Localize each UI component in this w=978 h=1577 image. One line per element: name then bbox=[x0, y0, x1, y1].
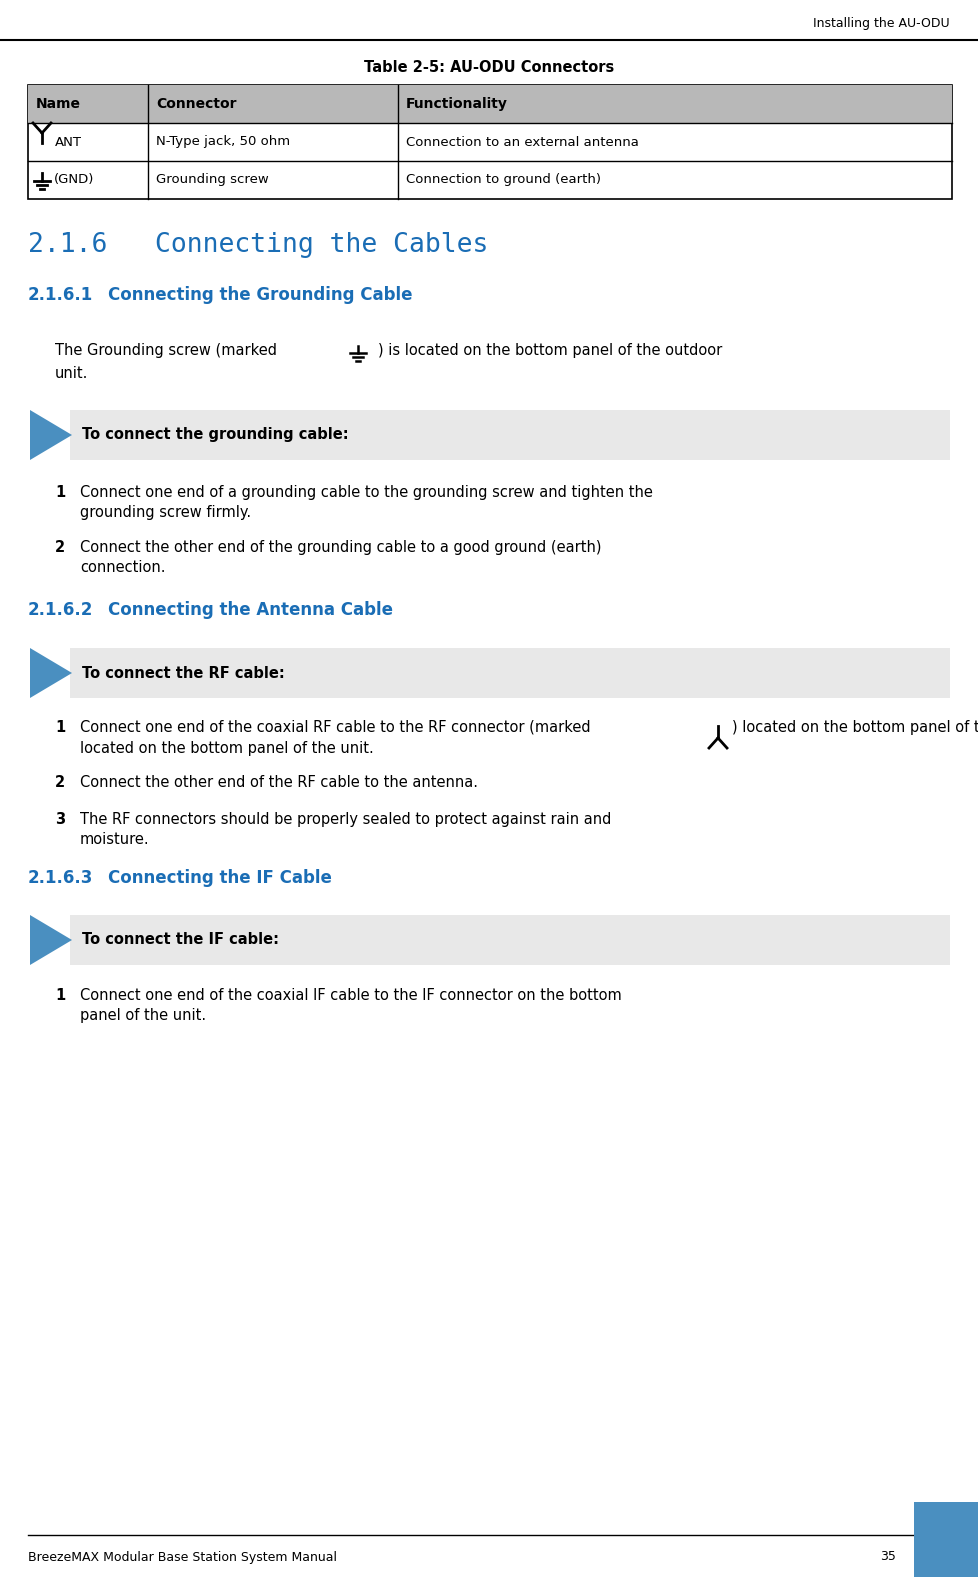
Text: (GND): (GND) bbox=[54, 173, 94, 186]
Text: 2.1.6   Connecting the Cables: 2.1.6 Connecting the Cables bbox=[28, 232, 488, 259]
Text: 2: 2 bbox=[55, 539, 66, 555]
Text: Connection to ground (earth): Connection to ground (earth) bbox=[406, 173, 600, 186]
Text: 1: 1 bbox=[55, 989, 66, 1003]
Text: Connect one end of the coaxial RF cable to the RF connector (marked: Connect one end of the coaxial RF cable … bbox=[80, 721, 590, 735]
Text: 3: 3 bbox=[55, 812, 66, 826]
Bar bbox=[70, 648, 949, 699]
Bar bbox=[70, 915, 949, 965]
Text: 2.1.6.2: 2.1.6.2 bbox=[28, 601, 93, 620]
Text: ANT: ANT bbox=[55, 136, 82, 148]
Text: N-Type jack, 50 ohm: N-Type jack, 50 ohm bbox=[156, 136, 289, 148]
Text: located on the bottom panel of the unit.: located on the bottom panel of the unit. bbox=[80, 741, 374, 755]
Bar bbox=[70, 410, 949, 460]
Text: The Grounding screw (marked: The Grounding screw (marked bbox=[55, 342, 277, 358]
Text: Connector: Connector bbox=[156, 98, 237, 110]
Text: To connect the grounding cable:: To connect the grounding cable: bbox=[82, 427, 348, 443]
Bar bbox=[913, 1501, 978, 1577]
Text: BreezeMAX Modular Base Station System Manual: BreezeMAX Modular Base Station System Ma… bbox=[28, 1550, 336, 1563]
Text: 1: 1 bbox=[55, 721, 66, 735]
Text: Connect one end of a grounding cable to the grounding screw and tighten the: Connect one end of a grounding cable to … bbox=[80, 486, 652, 500]
Text: Connect one end of the coaxial IF cable to the IF connector on the bottom: Connect one end of the coaxial IF cable … bbox=[80, 989, 621, 1003]
Text: Connecting the IF Cable: Connecting the IF Cable bbox=[108, 869, 332, 886]
Text: connection.: connection. bbox=[80, 560, 165, 576]
Bar bbox=[28, 85, 951, 199]
Text: 2.1.6.3: 2.1.6.3 bbox=[28, 869, 93, 886]
Text: To connect the RF cable:: To connect the RF cable: bbox=[82, 665, 285, 681]
Polygon shape bbox=[30, 648, 72, 699]
Text: 2.1.6.1: 2.1.6.1 bbox=[28, 285, 93, 304]
Text: 1: 1 bbox=[55, 486, 66, 500]
Text: 35: 35 bbox=[879, 1550, 895, 1563]
Text: To connect the IF cable:: To connect the IF cable: bbox=[82, 932, 279, 948]
Text: Connection to an external antenna: Connection to an external antenna bbox=[406, 136, 639, 148]
Text: grounding screw firmly.: grounding screw firmly. bbox=[80, 505, 251, 520]
Text: Table 2-5: AU-ODU Connectors: Table 2-5: AU-ODU Connectors bbox=[364, 60, 614, 76]
Text: Connecting the Grounding Cable: Connecting the Grounding Cable bbox=[108, 285, 412, 304]
Text: 2: 2 bbox=[55, 774, 66, 790]
Polygon shape bbox=[30, 410, 72, 460]
Text: Grounding screw: Grounding screw bbox=[156, 173, 269, 186]
Text: moisture.: moisture. bbox=[80, 833, 150, 847]
Text: panel of the unit.: panel of the unit. bbox=[80, 1008, 206, 1023]
Text: The RF connectors should be properly sealed to protect against rain and: The RF connectors should be properly sea… bbox=[80, 812, 610, 826]
Text: Connect the other end of the grounding cable to a good ground (earth): Connect the other end of the grounding c… bbox=[80, 539, 600, 555]
Text: Connecting the Antenna Cable: Connecting the Antenna Cable bbox=[108, 601, 392, 620]
Text: unit.: unit. bbox=[55, 366, 88, 382]
Text: Name: Name bbox=[36, 98, 81, 110]
Text: ) is located on the bottom panel of the outdoor: ) is located on the bottom panel of the … bbox=[378, 342, 722, 358]
Text: Functionality: Functionality bbox=[406, 98, 508, 110]
Bar bbox=[28, 85, 951, 123]
Text: ) located on the bottom panel of the unit.: ) located on the bottom panel of the uni… bbox=[732, 721, 978, 735]
Polygon shape bbox=[30, 915, 72, 965]
Text: Installing the AU-ODU: Installing the AU-ODU bbox=[813, 17, 949, 30]
Text: Connect the other end of the RF cable to the antenna.: Connect the other end of the RF cable to… bbox=[80, 774, 477, 790]
